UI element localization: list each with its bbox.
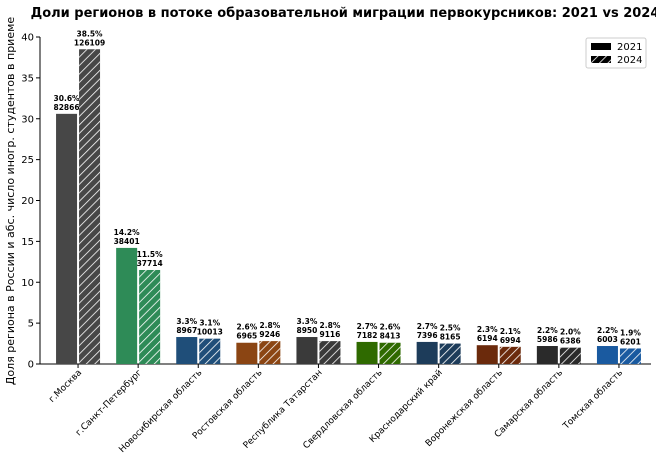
data-label-count: 8967 (176, 326, 197, 335)
data-label-count: 6386 (560, 337, 581, 346)
data-label-pct: 38.5% (77, 29, 104, 38)
bar-2021 (236, 342, 258, 364)
data-label-pct: 11.5% (137, 250, 164, 259)
bar-hatch-2024 (619, 348, 641, 364)
data-label-pct: 3.3% (176, 317, 197, 326)
data-label-count: 6965 (236, 332, 257, 341)
bar-2021 (56, 113, 78, 364)
y-axis-label: Доля региона в России и абс. число иногр… (4, 17, 17, 386)
data-label-pct: 2.2% (597, 326, 618, 335)
data-label-count: 6994 (500, 336, 521, 345)
data-label-pct: 2.2% (537, 326, 558, 335)
data-label-count: 126109 (74, 38, 105, 47)
data-label-pct: 2.0% (560, 328, 581, 337)
bar-2021 (536, 346, 558, 364)
bar-hatch-2024 (559, 347, 581, 364)
bar-hatch-2024 (439, 343, 461, 364)
legend: 2021 2024 (585, 37, 647, 69)
legend-swatch-2021 (591, 43, 611, 50)
data-label-count: 6201 (620, 337, 641, 346)
legend-label-2024: 2024 (617, 55, 642, 66)
data-label-count: 82866 (54, 103, 80, 112)
bar-hatch-2024 (79, 49, 101, 364)
data-label-pct: 3.1% (199, 319, 220, 328)
y-tick-label: 0 (28, 360, 34, 371)
data-label-pct: 3.3% (297, 317, 318, 326)
y-tick-label: 5 (28, 319, 34, 330)
data-label-pct: 2.6% (236, 323, 257, 332)
bar-2021 (296, 337, 318, 364)
data-label-count: 8950 (297, 326, 318, 335)
data-label-count: 7182 (357, 331, 378, 340)
data-label-count: 37714 (137, 259, 163, 268)
bar-2021 (116, 247, 138, 364)
bar-2021 (596, 346, 618, 364)
y-tick-label: 15 (21, 237, 34, 248)
chart-title: Доли регионов в потоке образовательной м… (31, 6, 656, 21)
data-label-pct: 2.1% (500, 327, 521, 336)
data-label-pct: 14.2% (114, 228, 141, 237)
bar-hatch-2024 (319, 341, 341, 364)
bar-2021 (356, 341, 378, 364)
x-tick-label: Томская область (561, 368, 625, 432)
y-tick-label: 25 (21, 155, 34, 166)
data-label-count: 6194 (477, 334, 498, 343)
bar-2021 (476, 345, 498, 364)
data-label-pct: 1.9% (620, 328, 641, 337)
bar-2021 (416, 341, 438, 364)
bar-hatch-2024 (499, 346, 521, 364)
bar-hatch-2024 (259, 341, 281, 364)
legend-swatch-hatch (591, 56, 611, 63)
data-label-count: 8413 (380, 332, 401, 341)
bar-hatch-2024 (379, 342, 401, 364)
y-tick-label: 20 (21, 196, 34, 207)
data-label-count: 9116 (320, 330, 341, 339)
bar-hatch-2024 (199, 338, 221, 364)
data-label-pct: 2.8% (259, 321, 280, 330)
data-label-pct: 2.7% (357, 322, 378, 331)
y-tick-label: 30 (21, 114, 34, 125)
data-label-count: 7396 (417, 331, 438, 340)
data-label-pct: 2.6% (380, 323, 401, 332)
x-tick-label: Ростовская область (191, 368, 264, 441)
data-label-count: 8165 (440, 333, 461, 342)
data-label-pct: 2.8% (320, 321, 341, 330)
data-label-pct: 30.6% (54, 94, 81, 103)
data-label-count: 38401 (114, 237, 140, 246)
data-label-pct: 2.5% (440, 324, 461, 333)
data-label-pct: 2.3% (477, 325, 498, 334)
x-tick-label: г.Санкт-Петербург (74, 368, 144, 438)
data-label-count: 5986 (537, 335, 558, 344)
plot-area: 0 5 10 15 20 25 30 35 40 30.6%82866 38.5%126109 г.М… (21, 29, 651, 455)
legend-label-2021: 2021 (617, 42, 642, 53)
data-label-count: 6003 (597, 335, 618, 344)
data-label-count: 10013 (197, 328, 223, 337)
data-label-count: 9246 (259, 330, 280, 339)
y-tick-label: 35 (21, 73, 34, 84)
bar-2021 (176, 337, 198, 364)
x-tick-label: г.Москва (47, 368, 84, 405)
y-tick-label: 10 (21, 278, 34, 289)
y-tick-label: 40 (21, 33, 34, 44)
bar-hatch-2024 (139, 269, 161, 364)
data-label-pct: 2.7% (417, 322, 438, 331)
x-tick-label: Самарская область (493, 368, 565, 440)
